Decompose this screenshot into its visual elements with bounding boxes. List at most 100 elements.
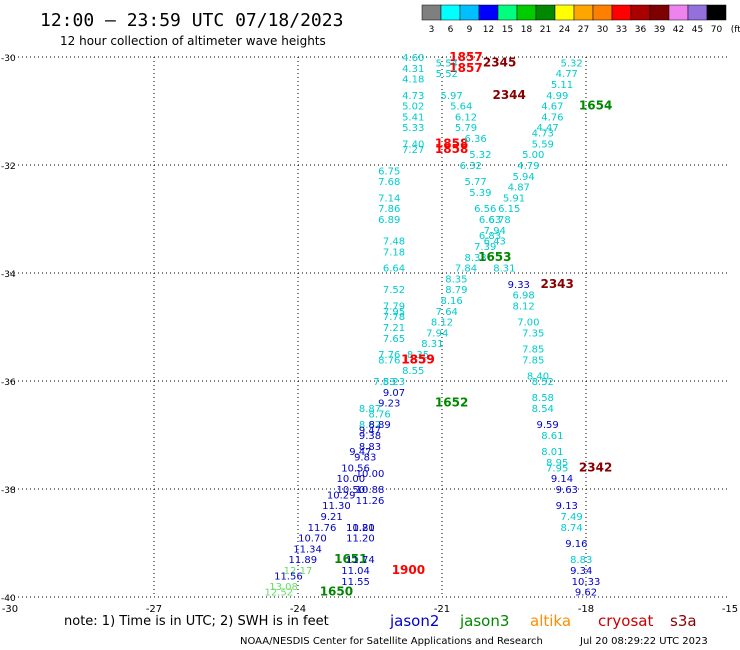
x-tick-label: -15 bbox=[722, 604, 738, 615]
colorbar-label: 9 bbox=[467, 25, 473, 35]
colorbar-label: 27 bbox=[578, 25, 589, 35]
wave-height-label: 7.53 bbox=[373, 377, 395, 388]
wave-height-label: 8.76 bbox=[378, 355, 400, 366]
pass-time-label: 1859 bbox=[401, 352, 434, 366]
pass-time-label: 1650 bbox=[320, 585, 353, 599]
wave-height-label: 11.21 bbox=[346, 523, 375, 534]
wave-height-label: 9.33 bbox=[508, 280, 530, 291]
wave-height-label: 7.40 bbox=[402, 139, 424, 150]
colorbar-swatch bbox=[440, 4, 461, 21]
pass-time-label: 1651 bbox=[334, 552, 367, 566]
satellite-legend: jason2 jason3 altika cryosat s3a bbox=[389, 612, 697, 630]
wave-height-label: 9.21 bbox=[320, 512, 342, 523]
wave-height-label: 8.95 bbox=[546, 458, 568, 469]
colorbar-swatch bbox=[668, 4, 689, 21]
wave-height-label: 8.54 bbox=[532, 404, 554, 415]
wave-height-label: 9.47 bbox=[359, 426, 381, 437]
colorbar-label: 3 bbox=[429, 25, 435, 35]
colorbar-swatch bbox=[554, 4, 575, 21]
wave-height-label: 11.30 bbox=[322, 501, 351, 512]
wave-height-label: 6.75 bbox=[378, 166, 400, 177]
wave-height-label: 7.18 bbox=[383, 247, 405, 258]
wave-height-label: 5.11 bbox=[551, 80, 573, 91]
wave-height-label: 5.33 bbox=[402, 123, 424, 134]
colorbar-swatch bbox=[611, 4, 632, 21]
wave-height-label: 8.83 bbox=[570, 555, 592, 566]
colorbar-swatch bbox=[516, 4, 537, 21]
wave-height-label: 6.32 bbox=[460, 161, 482, 172]
wave-height-label: 6.36 bbox=[464, 134, 486, 145]
wave-height-label: 10.50 bbox=[336, 485, 365, 496]
wave-height-label: 6.15 bbox=[498, 204, 520, 215]
wave-height-label: 4.76 bbox=[541, 112, 563, 123]
wave-height-label: 11.55 bbox=[341, 577, 370, 588]
wave-height-label: 7.95 bbox=[546, 463, 568, 474]
wave-height-label: 8.31 bbox=[493, 264, 515, 275]
colorbar-swatch bbox=[630, 4, 651, 21]
colorbar-swatch bbox=[706, 4, 727, 21]
wave-height-label: 9.59 bbox=[536, 420, 558, 431]
colorbar-label: (ft) bbox=[731, 25, 740, 35]
wave-height-label: 7.76 bbox=[378, 350, 400, 361]
wave-height-label: 8.40 bbox=[527, 372, 549, 383]
wave-height-label: 4.77 bbox=[556, 69, 578, 80]
plot-area: -30 -27 -24 -21 -18 -15 -30 -32 -34 -36 -38 -40 bbox=[1, 54, 738, 615]
wave-height-label: 9.38 bbox=[359, 431, 381, 442]
footer-note: note: 1) Time is in UTC; 2) SWH is in fe… bbox=[64, 614, 329, 629]
wave-height-label: 7.39 bbox=[474, 242, 496, 253]
wave-height-label: 11.89 bbox=[288, 555, 317, 566]
wave-height-label: 6.83 bbox=[479, 231, 501, 242]
wave-height-label: 7.21 bbox=[383, 323, 405, 334]
pass-time-label: 1652 bbox=[435, 396, 468, 410]
legend-item-cryosat: cryosat bbox=[598, 612, 653, 630]
wave-height-label: 7.85 bbox=[522, 355, 544, 366]
x-tick-label: -21 bbox=[434, 604, 450, 615]
wave-height-label: 8.16 bbox=[440, 296, 462, 307]
wave-height-label: 8.33 bbox=[464, 253, 486, 264]
wave-height-label: 11.76 bbox=[308, 523, 337, 534]
wave-height-label: 10.80 bbox=[346, 523, 375, 534]
wave-height-label: 6.78 bbox=[488, 215, 510, 226]
wave-height-label: 5.94 bbox=[512, 172, 534, 183]
wave-height-label: 11.34 bbox=[293, 544, 322, 555]
wave-height-label: 5.52 bbox=[436, 69, 458, 80]
wave-height-label: 12.52 bbox=[264, 588, 293, 599]
colorbar-swatch bbox=[649, 4, 670, 21]
wave-height-label: 7.14 bbox=[378, 193, 400, 204]
wave-height-label: 5.32 bbox=[469, 150, 491, 161]
wave-height-label: 4.60 bbox=[402, 53, 424, 64]
wave-height-label: 7.68 bbox=[378, 177, 400, 188]
pass-time-label: 1857 bbox=[449, 61, 482, 75]
y-tick-label: -36 bbox=[1, 378, 16, 388]
wave-height-label: 11.20 bbox=[346, 534, 375, 545]
wave-height-label: 4.73 bbox=[532, 129, 554, 140]
wave-height-label: 9.14 bbox=[551, 474, 573, 485]
colorbar-label: 30 bbox=[597, 25, 609, 35]
wave-height-label: 8.87 bbox=[359, 404, 381, 415]
x-tick-label: -30 bbox=[2, 604, 18, 615]
wave-height-label: 5.41 bbox=[402, 112, 424, 123]
wave-height-label: 6.56 bbox=[474, 204, 496, 215]
colorbar-label: 18 bbox=[521, 25, 533, 35]
pass-time-label: 2342 bbox=[579, 460, 612, 474]
y-tick-label: -34 bbox=[1, 270, 16, 280]
colorbar-label: 42 bbox=[673, 25, 684, 35]
wave-height-label: 5.39 bbox=[469, 188, 491, 199]
wave-height-label: 6.89 bbox=[378, 215, 400, 226]
pass-time-label: 2344 bbox=[492, 88, 525, 102]
wave-height-label: 9.23 bbox=[378, 399, 400, 410]
pass-time-label: 1900 bbox=[392, 563, 425, 577]
footer-timestamp: Jul 20 08:29:22 UTC 2023 bbox=[579, 636, 708, 647]
wave-height-label: 8.62 bbox=[359, 420, 381, 431]
wave-height-label: 9.07 bbox=[383, 388, 405, 399]
wave-height-label: 7.49 bbox=[560, 512, 582, 523]
wave-height-label: 7.84 bbox=[455, 264, 477, 275]
wave-height-label: 7.94 bbox=[484, 226, 506, 237]
pass-time-label: 1654 bbox=[579, 99, 612, 113]
pass-time-label: 2345 bbox=[483, 55, 516, 69]
wave-height-label: 11.04 bbox=[341, 566, 370, 577]
legend-item-s3a: s3a bbox=[670, 612, 697, 630]
wave-height-label: 8.76 bbox=[368, 409, 390, 420]
